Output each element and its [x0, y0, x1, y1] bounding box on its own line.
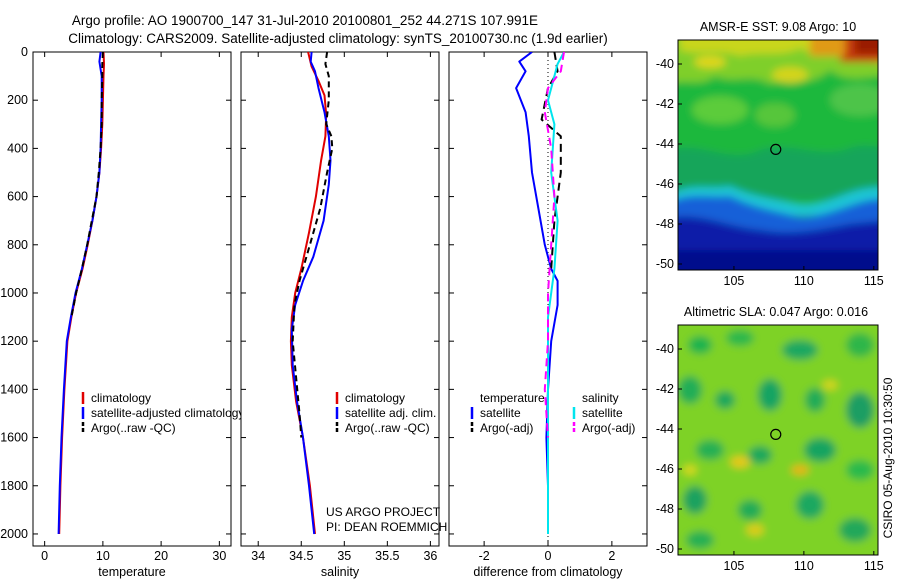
- sla-map-panel: Altimetric SLA: 0.047 Argo: 0.016: [656, 305, 884, 573]
- sla-map-xtick-label: 110: [794, 559, 814, 573]
- depth-tick-label: 1600: [0, 431, 28, 445]
- sla-map-argo-marker: [770, 428, 782, 440]
- temp-xtick-label: 30: [212, 549, 226, 563]
- temp-legend-satellite-label: satellite-adjusted climatology: [91, 406, 244, 420]
- sst-map-xtick-label: 105: [724, 274, 745, 288]
- diff-legend-salinity-header: salinity: [582, 391, 619, 405]
- sla-map-ytick-label: -48: [656, 502, 674, 516]
- diff-xtick-label: -2: [479, 549, 490, 563]
- depth-tick-label: 1200: [0, 334, 28, 348]
- diff-line-temperature-argo-adj-: [540, 52, 562, 269]
- sla-map-ytick-label: -44: [656, 422, 674, 436]
- temp-line-argo-raw-qc-: [70, 52, 104, 318]
- sal-xtick-label: 36: [423, 549, 437, 563]
- sal-legend-climatology-label: climatology: [345, 391, 405, 405]
- sst-map-ytick-label: -40: [656, 57, 674, 71]
- sst-map-axes: 105 110 115 -40 -42 -44 -46 -48 -50: [656, 57, 884, 288]
- sst-map-ytick-label: -48: [656, 217, 674, 231]
- sla-map-xtick-label: 105: [724, 559, 745, 573]
- sst-map-title: AMSR-E SST: 9.08 Argo: 10: [700, 20, 856, 34]
- figure-title-line2: Climatology: CARS2009. Satellite-adjuste…: [68, 31, 608, 46]
- depth-tick-label: 1800: [0, 479, 28, 493]
- figure-title-line1: Argo profile: AO 1900700_147 31-Jul-2010…: [72, 13, 538, 28]
- credit-line1: US ARGO PROJECT: [326, 505, 441, 519]
- sst-map-ytick-label: -44: [656, 137, 674, 151]
- sal-line-argo-raw-qc-: [291, 52, 334, 438]
- depth-tick-label: 1400: [0, 382, 28, 396]
- temp-xtick-label: 0: [41, 549, 48, 563]
- sal-frame: [240, 51, 440, 547]
- depth-tick-label: 0: [21, 45, 28, 59]
- temp-legend-climatology-label: climatology: [91, 391, 151, 405]
- depth-tick-label: 800: [7, 238, 28, 252]
- temp-xlabel: temperature: [98, 565, 165, 579]
- sal-series-group: [289, 52, 334, 535]
- sst-map-ytick-label: -46: [656, 177, 674, 191]
- sal-xtick-label: 34: [251, 549, 265, 563]
- sst-map-xtick-label: 115: [864, 274, 884, 288]
- sst-map-ytick-label: -42: [656, 97, 674, 111]
- sla-map-title: Altimetric SLA: 0.047 Argo: 0.016: [684, 305, 868, 319]
- sla-map-xtick-label: 115: [864, 559, 884, 573]
- diff-series-group: [515, 52, 565, 546]
- sst-map-ytick-label: -50: [656, 257, 674, 271]
- sal-xtick-label: 35.5: [375, 549, 399, 563]
- sla-map-ytick-label: -42: [656, 382, 674, 396]
- diff-line-temperature-satellite: [515, 52, 559, 486]
- temperature-panel: 0 10 20 30 temperature 0 200 400 600 800 1000 1200 1…: [0, 45, 244, 579]
- salinity-panel: 34 34.5 35 35.5 36 salinity climatologysatelli…: [240, 51, 440, 579]
- diff-legend-sal-satellite-label: satellite: [582, 406, 623, 420]
- diff-xlabel: difference from climatology: [473, 565, 623, 579]
- depth-tick-label: 2000: [0, 527, 28, 541]
- sal-legend-satellite-label: satellite adj. clim.: [345, 406, 436, 420]
- sst-map-panel: AMSR-E SST: 9.08 Argo: 10: [656, 20, 884, 288]
- sla-map-ytick-label: -40: [656, 342, 674, 356]
- sal-xtick-label: 34.5: [289, 549, 313, 563]
- depth-tick-label: 400: [7, 141, 28, 155]
- temp-xtick-label: 10: [96, 549, 110, 563]
- difference-panel: -2 0 2 difference from climatology temperatu…: [448, 51, 648, 579]
- sla-map-ytick-label: -46: [656, 462, 674, 476]
- temp-series-group: [57, 52, 105, 535]
- credit-line2: PI: DEAN ROEMMICH: [326, 520, 447, 534]
- sla-heatmap: [678, 325, 878, 555]
- diff-legend-temp-satellite-label: satellite: [480, 406, 521, 420]
- temp-frame: [32, 51, 232, 547]
- diff-legend-temperature-header: temperature: [480, 391, 545, 405]
- sal-xlabel: salinity: [321, 565, 360, 579]
- sst-heatmap: [678, 40, 878, 270]
- sla-map-ytick-label: -50: [656, 542, 674, 556]
- temp-xtick-label: 20: [154, 549, 168, 563]
- diff-xtick-label: 0: [545, 549, 552, 563]
- diff-xtick-label: 2: [608, 549, 615, 563]
- diff-legend-temp-argo-label: Argo(-adj): [480, 421, 533, 435]
- temp-legend-argo-label: Argo(..raw -QC): [91, 421, 176, 435]
- sla-map-axes: 105 110 115 -40 -42 -44 -46 -48 -50: [656, 342, 884, 573]
- diff-line-salinity-argo-adj-: [543, 52, 565, 438]
- depth-tick-label: 600: [7, 190, 28, 204]
- sal-xtick-label: 35: [337, 549, 351, 563]
- diff-legend-sal-argo-label: Argo(-adj): [582, 421, 635, 435]
- depth-tick-label: 200: [7, 93, 28, 107]
- depth-tick-label: 1000: [0, 286, 28, 300]
- vertical-stamp: CSIRO 05-Aug-2010 10:30:50: [881, 377, 895, 538]
- sst-map-xtick-label: 110: [794, 274, 814, 288]
- sst-map-argo-marker: [770, 143, 782, 155]
- sal-legend-argo-label: Argo(..raw -QC): [345, 421, 430, 435]
